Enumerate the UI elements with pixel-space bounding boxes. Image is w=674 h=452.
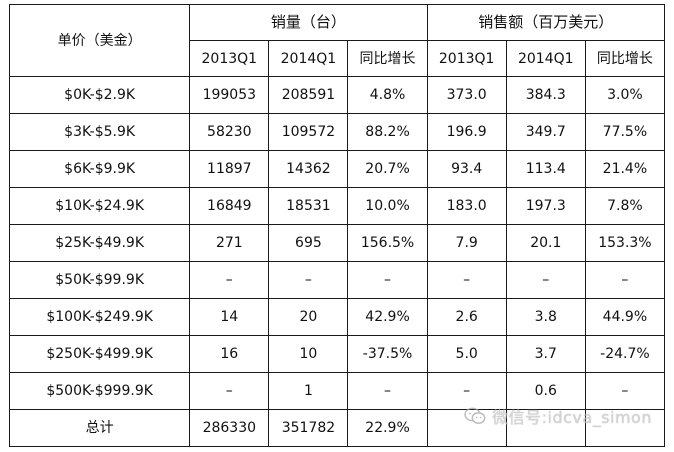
revenue-2013q1-cell: 7.9 <box>426 224 507 262</box>
units-yoy-cell: 42.9% <box>347 298 428 336</box>
units-2013q1-cell: 58230 <box>189 113 270 151</box>
price-cell: $25K-$49.9K <box>8 224 191 262</box>
table-subheader-row: 2013Q1 2014Q1 同比增长 2013Q1 2014Q1 同比增长 <box>10 40 666 77</box>
units-2014q1-cell: 20 <box>268 298 349 336</box>
units-yoy-cell: 156.5% <box>347 224 428 262</box>
price-cell: $100K-$249.9K <box>8 298 191 336</box>
revenue-yoy-cell: – <box>584 261 666 299</box>
units-yoy-cell: 22.9% <box>347 409 428 447</box>
units-group-header: 销量（台） <box>189 4 428 41</box>
price-cell: $10K-$24.9K <box>8 187 191 225</box>
units-2014q1-cell: 18531 <box>268 187 349 225</box>
sales-table-container: 单价（美金） 销量（台） 销售额（百万美元） 2013Q1 2014Q1 同比增… <box>8 4 666 447</box>
price-cell: 总计 <box>8 409 191 447</box>
total-row: 总计 286330 351782 22.9% <box>8 409 666 447</box>
units-2014q1-cell: 109572 <box>268 113 349 151</box>
revenue-2014q1-cell: 20.1 <box>505 224 586 262</box>
revenue-2013q1-cell: – <box>426 261 507 299</box>
table-row: $250K-$499.9K 16 10 -37.5% 5.0 3.7 -24.7% <box>8 335 666 373</box>
units-2013q1-cell: – <box>189 372 270 410</box>
price-cell: $250K-$499.9K <box>8 335 191 373</box>
revenue-yoy-cell: 7.8% <box>584 187 666 225</box>
table-row: $10K-$24.9K 16849 18531 10.0% 183.0 197.3 7.8% <box>8 187 666 225</box>
units-2014q1-cell: 10 <box>268 335 349 373</box>
table-row: $3K-$5.9K 58230 109572 88.2% 196.9 349.7 77.5% <box>8 113 666 151</box>
units-2014q1-cell: 695 <box>268 224 349 262</box>
revenue-yoy-cell: 77.5% <box>584 113 666 151</box>
table-row: $25K-$49.9K 271 695 156.5% 7.9 20.1 153.3% <box>8 224 666 262</box>
revenue-yoy-cell: 44.9% <box>584 298 666 336</box>
revenue-2013q1-cell: 183.0 <box>426 187 507 225</box>
units-yoy-cell: – <box>347 372 428 410</box>
revenue-2014q1-cell: 384.3 <box>505 76 586 114</box>
units-2013q1-cell: 16849 <box>189 187 270 225</box>
price-cell: $3K-$5.9K <box>8 113 191 151</box>
units-2013q1-cell: 271 <box>189 224 270 262</box>
price-cell: $6K-$9.9K <box>8 150 191 188</box>
revenue-yoy-header: 同比增长 <box>584 40 666 77</box>
revenue-2014q1-header: 2014Q1 <box>505 40 586 77</box>
revenue-2013q1-cell: 2.6 <box>426 298 507 336</box>
table-row: $6K-$9.9K 11897 14362 20.7% 93.4 113.4 21.4% <box>8 150 666 188</box>
units-2013q1-cell: 199053 <box>189 76 270 114</box>
units-2013q1-cell: 14 <box>189 298 270 336</box>
units-2013q1-cell: 286330 <box>189 409 270 447</box>
price-cell: $0K-$2.9K <box>8 76 191 114</box>
revenue-2013q1-cell <box>426 409 507 447</box>
revenue-yoy-cell: 21.4% <box>584 150 666 188</box>
units-2014q1-header: 2014Q1 <box>268 40 349 77</box>
revenue-2013q1-header: 2013Q1 <box>426 40 507 77</box>
revenue-2013q1-cell: 5.0 <box>426 335 507 373</box>
revenue-2013q1-cell: – <box>426 372 507 410</box>
price-cell: $50K-$99.9K <box>8 261 191 299</box>
units-2014q1-cell: 208591 <box>268 76 349 114</box>
revenue-2014q1-cell: 197.3 <box>505 187 586 225</box>
table-body: $0K-$2.9K 199053 208591 4.8% 373.0 384.3 3.0% $… <box>8 76 666 447</box>
revenue-2014q1-cell <box>505 409 586 447</box>
revenue-group-header: 销售额（百万美元） <box>426 4 666 41</box>
revenue-2013q1-cell: 93.4 <box>426 150 507 188</box>
revenue-yoy-cell: – <box>584 372 666 410</box>
units-2013q1-header: 2013Q1 <box>189 40 270 77</box>
table-row: $50K-$99.9K – – – – – – <box>8 261 666 299</box>
units-yoy-cell: 20.7% <box>347 150 428 188</box>
table-row: $0K-$2.9K 199053 208591 4.8% 373.0 384.3 3.0% <box>8 76 666 114</box>
units-2014q1-cell: 14362 <box>268 150 349 188</box>
revenue-2014q1-cell: 113.4 <box>505 150 586 188</box>
revenue-2014q1-cell: 349.7 <box>505 113 586 151</box>
revenue-2013q1-cell: 373.0 <box>426 76 507 114</box>
units-yoy-cell: -37.5% <box>347 335 428 373</box>
units-yoy-cell: 10.0% <box>347 187 428 225</box>
revenue-yoy-cell: 3.0% <box>584 76 666 114</box>
table-header-row: 单价（美金） 销量（台） 销售额（百万美元） <box>8 4 666 77</box>
units-2013q1-cell: 16 <box>189 335 270 373</box>
price-column-header: 单价（美金） <box>8 4 191 77</box>
units-2014q1-cell: 351782 <box>268 409 349 447</box>
units-yoy-header: 同比增长 <box>347 40 428 77</box>
revenue-2014q1-cell: – <box>505 261 586 299</box>
revenue-2014q1-cell: 3.7 <box>505 335 586 373</box>
units-2014q1-cell: – <box>268 261 349 299</box>
units-yoy-cell: 4.8% <box>347 76 428 114</box>
sales-by-price-table: 单价（美金） 销量（台） 销售额（百万美元） 2013Q1 2014Q1 同比增… <box>8 4 666 447</box>
revenue-yoy-cell: -24.7% <box>584 335 666 373</box>
units-2013q1-cell: – <box>189 261 270 299</box>
table-row: $500K-$999.9K –1– –0.6– <box>8 372 666 410</box>
revenue-2013q1-cell: 196.9 <box>426 113 507 151</box>
units-yoy-cell: 88.2% <box>347 113 428 151</box>
revenue-yoy-cell: 153.3% <box>584 224 666 262</box>
units-2013q1-cell: 11897 <box>189 150 270 188</box>
revenue-yoy-cell <box>584 409 666 447</box>
units-2014q1-cell: 1 <box>268 372 349 410</box>
table-row: $100K-$249.9K 14 20 42.9% 2.6 3.8 44.9% <box>8 298 666 336</box>
price-cell: $500K-$999.9K <box>8 372 191 410</box>
units-yoy-cell: – <box>347 261 428 299</box>
revenue-2014q1-cell: 3.8 <box>505 298 586 336</box>
revenue-2014q1-cell: 0.6 <box>505 372 586 410</box>
